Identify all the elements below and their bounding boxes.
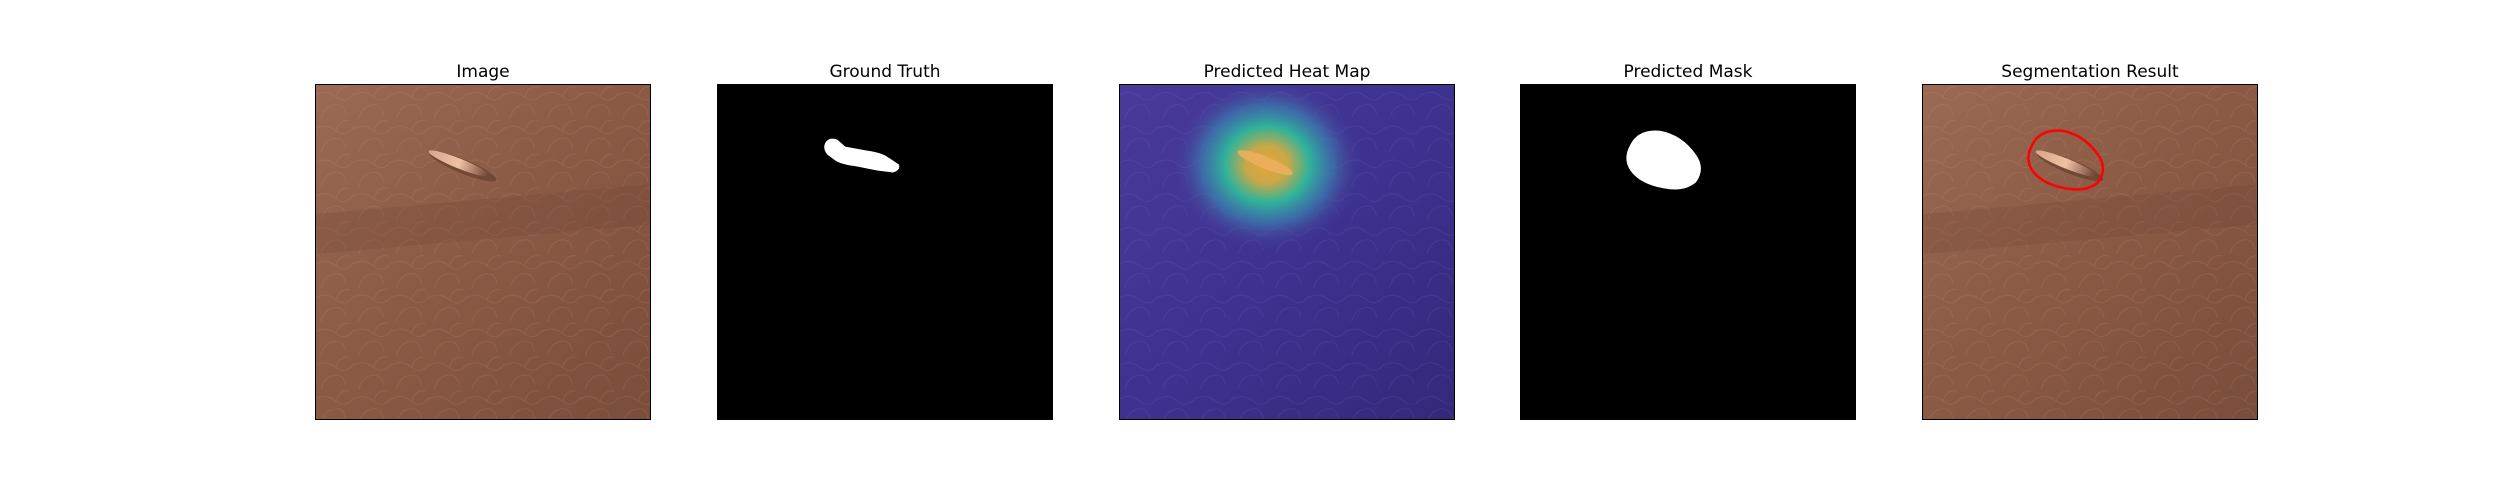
heat-map-frame	[1119, 84, 1455, 420]
panel-title-predicted-mask: Predicted Mask	[1623, 62, 1753, 82]
ground-truth-region	[824, 138, 900, 173]
leather-image	[316, 85, 650, 419]
panel-title-ground-truth: Ground Truth	[829, 62, 941, 82]
segmentation-contour	[2027, 129, 2105, 191]
predicted-mask	[1521, 85, 1855, 419]
heat-map	[1120, 85, 1454, 419]
panel-title-segmentation-result: Segmentation Result	[2001, 62, 2179, 82]
panel-title-heat-map: Predicted Heat Map	[1203, 62, 1371, 82]
segmentation-frame	[1922, 84, 2258, 420]
image-frame	[315, 84, 651, 420]
ground-truth-mask	[718, 85, 1052, 419]
predicted-mask-frame	[1520, 84, 1856, 420]
panel-title-image: Image	[456, 62, 510, 82]
ground-truth-frame	[717, 84, 1053, 420]
predicted-mask-region	[1626, 130, 1701, 190]
segmentation-result	[1923, 85, 2257, 419]
defect-scratch	[428, 150, 497, 182]
